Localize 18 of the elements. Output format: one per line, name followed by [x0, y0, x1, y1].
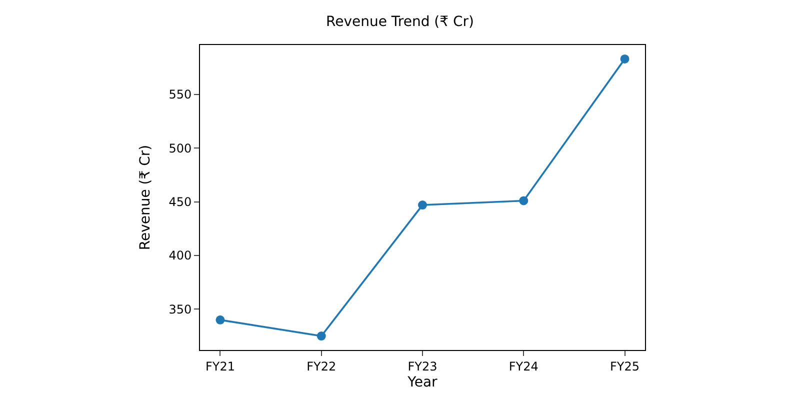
point [316, 332, 326, 341]
y-tick-label: 450 [168, 195, 192, 209]
x-tick-label: FY23 [408, 359, 438, 374]
y-tick-label: 550 [168, 88, 192, 102]
y-axis-title: Revenue (₹ Cr) [137, 144, 154, 250]
y-tick-label: 400 [168, 248, 192, 263]
x-tick-label: FY22 [306, 359, 336, 374]
point [519, 196, 528, 206]
y-tick-label: 500 [168, 141, 192, 156]
x-tick-label: FY24 [508, 359, 538, 374]
point [620, 54, 630, 64]
chart-title: Revenue Trend (₹ Cr) [326, 14, 474, 30]
point [216, 315, 225, 324]
point [418, 200, 427, 210]
x-axis-title: Year [406, 374, 438, 391]
x-tick-label: FY25 [610, 359, 640, 374]
x-tick-label: FY21 [205, 359, 235, 374]
y-tick-label: 350 [168, 302, 192, 316]
